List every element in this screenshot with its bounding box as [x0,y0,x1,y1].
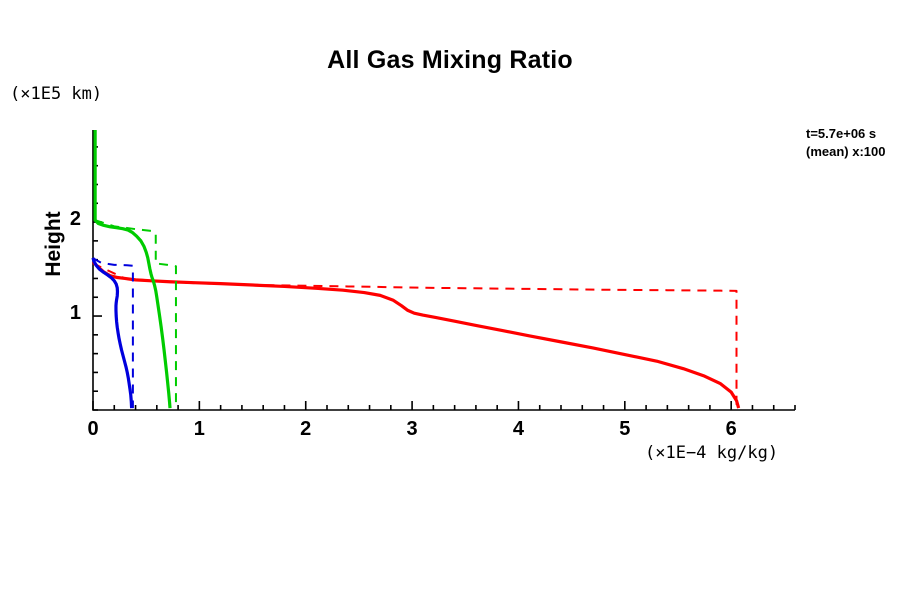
series-green-solid [93,130,172,409]
series-green-dashed [94,219,177,409]
y-unit-label: (×1E5 km) [10,84,103,104]
x-tick-label: 4 [512,418,525,440]
series-red-dashed [92,262,738,409]
x-tick-label: 0 [87,418,99,440]
axis-frame [92,130,795,411]
series-blue-dashed [92,257,134,409]
page-title: All Gas Mixing Ratio [327,46,573,74]
series-red-solid [91,260,741,409]
x-tick-label: 3 [406,418,418,440]
x-tick-label: 5 [619,418,631,440]
x-unit-label: (×1E−4 kg/kg) [645,443,779,463]
annotation-time: t=5.7e+06 s [806,126,877,141]
y-tick-label: 1 [69,302,81,325]
x-tick-label: 2 [300,418,312,440]
annotation-mean: (mean) x:100 [806,144,886,159]
x-tick-label: 6 [725,418,737,440]
x-tick-label: 1 [193,418,205,440]
series-blue-solid [91,257,134,409]
y-tick-label: 2 [69,208,81,231]
